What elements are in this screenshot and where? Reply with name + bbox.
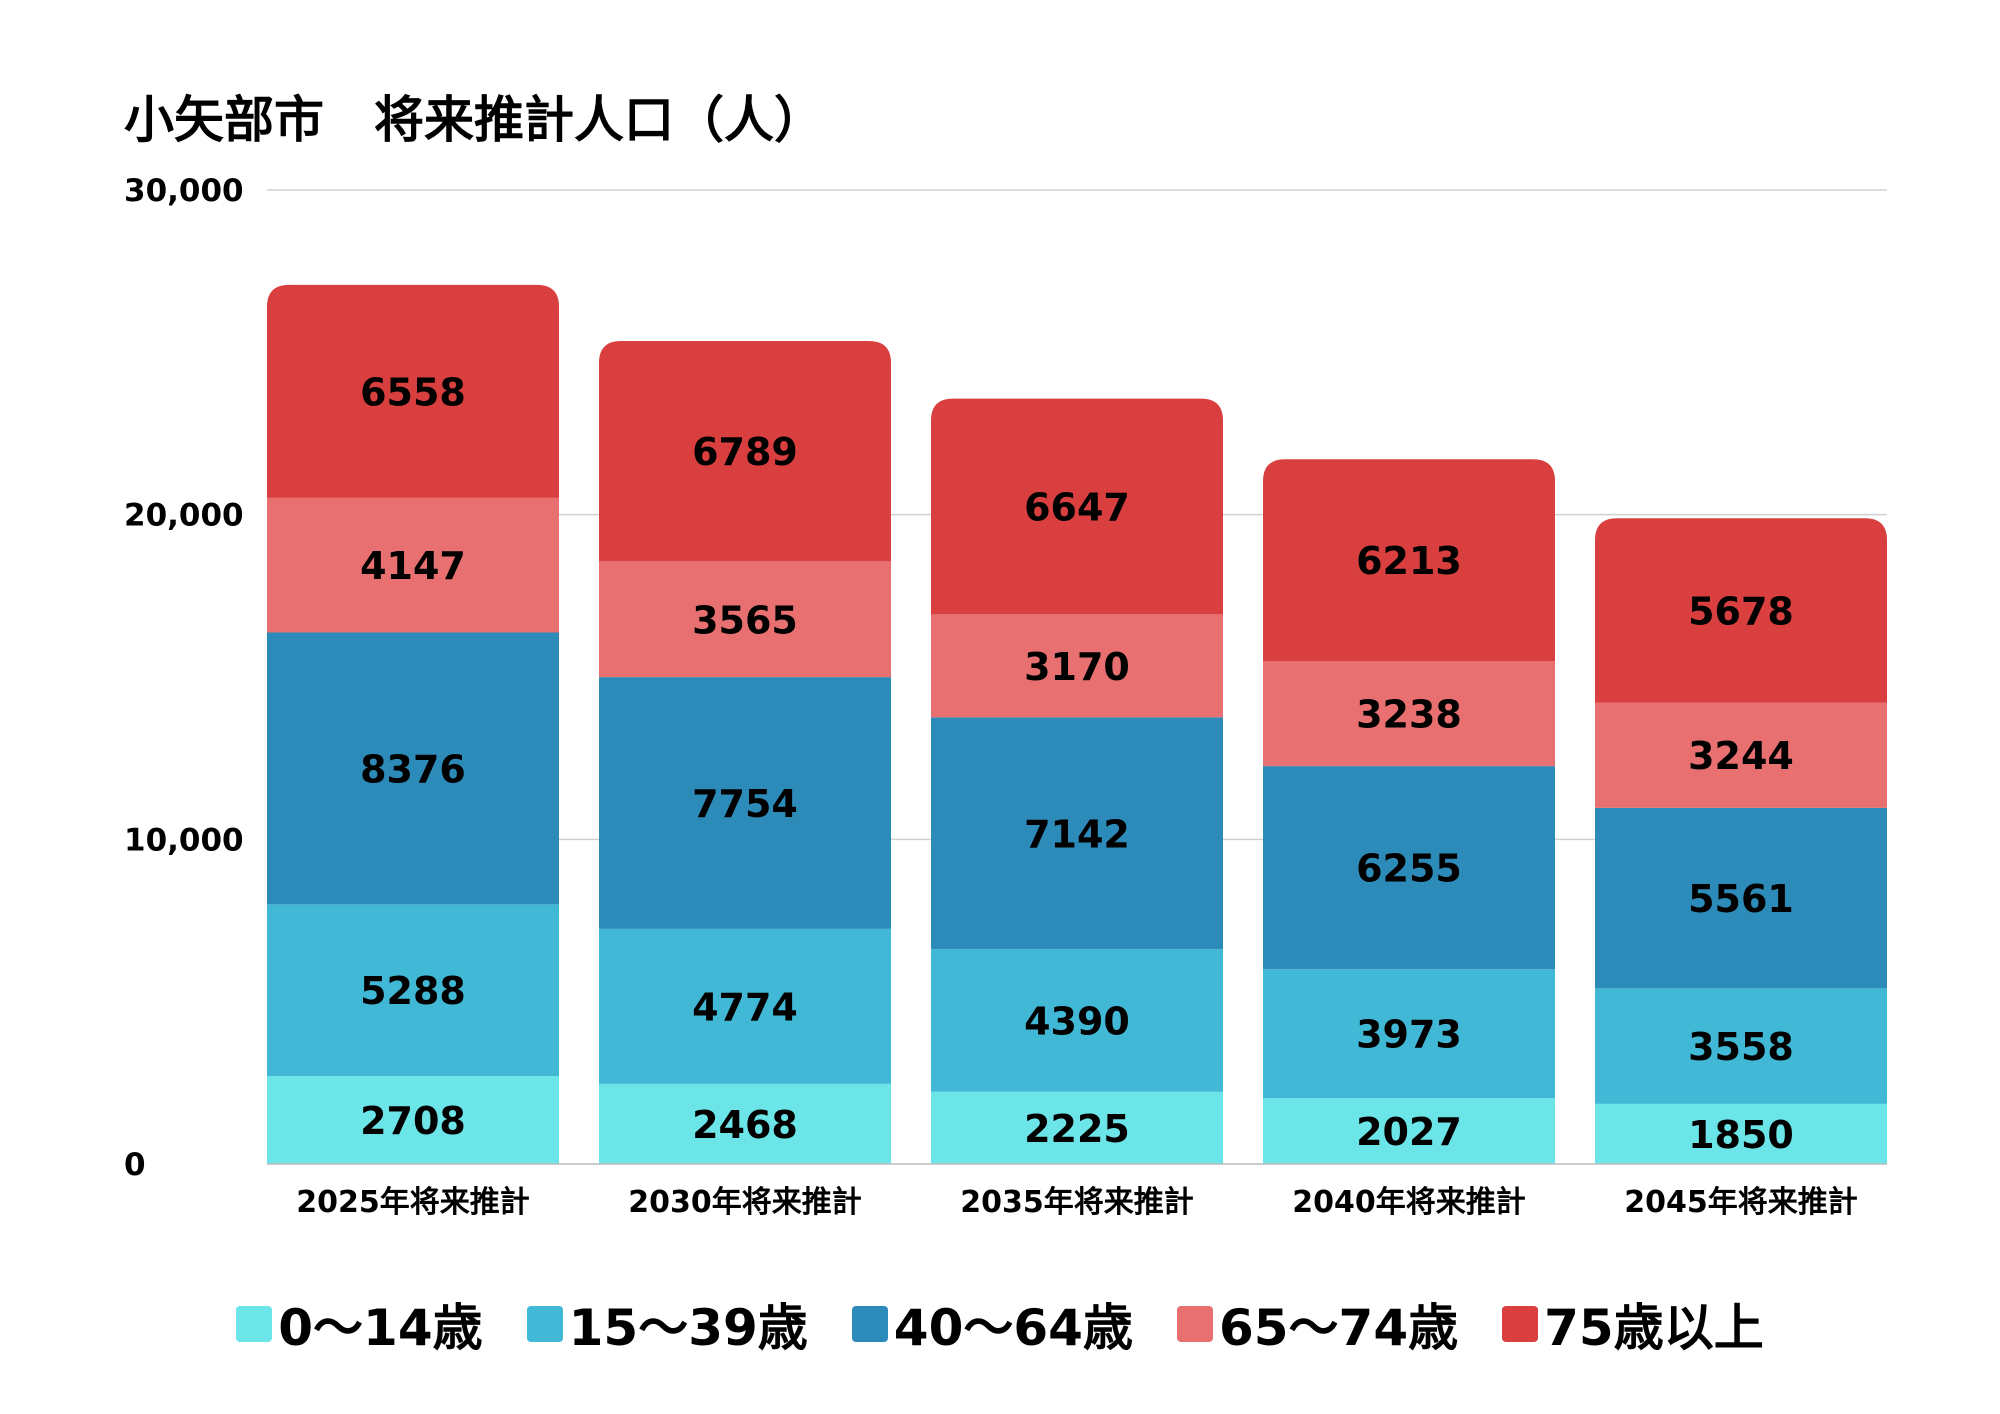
legend-label: 65～74歳	[1218, 1299, 1459, 1357]
data-label: 7142	[1024, 812, 1130, 856]
bar-segment	[599, 928, 891, 1084]
legend-swatch	[851, 1306, 888, 1342]
bar-segment	[1595, 518, 1887, 703]
legend-label: 75歳以上	[1544, 1299, 1764, 1357]
bar-segment	[1595, 702, 1887, 808]
bar-segment	[931, 398, 1223, 615]
legend: 0～14歳 15～39歳 40～64歳 65～74歳 75歳以上	[0, 1288, 2000, 1360]
data-label: 3170	[1024, 645, 1130, 689]
bar-segment	[931, 717, 1223, 950]
data-label: 3244	[1688, 734, 1794, 778]
legend-item: 40～64歳	[851, 1288, 1133, 1360]
legend-item: 15～39歳	[526, 1288, 808, 1360]
data-label: 7754	[692, 782, 798, 826]
legend-label: 0～14歳	[278, 1299, 483, 1357]
bar-segment	[1263, 766, 1555, 970]
bar-segment	[599, 561, 891, 678]
data-label: 8376	[360, 747, 466, 791]
data-label: 5288	[360, 969, 466, 1013]
bar-segment	[931, 949, 1223, 1092]
y-tick-label: 30,000	[124, 173, 244, 209]
data-label: 6789	[692, 430, 798, 474]
bar-segment	[1263, 459, 1555, 661]
bar-segment	[599, 677, 891, 929]
x-tick-label: 2040年将来推計	[1292, 1185, 1526, 1220]
x-tick-label: 2035年将来推計	[960, 1185, 1194, 1220]
data-label: 3973	[1356, 1013, 1462, 1057]
legend-swatch	[1502, 1306, 1539, 1342]
bar-segment	[599, 340, 891, 562]
data-label: 2468	[692, 1103, 798, 1147]
y-tick-label: 20,000	[124, 498, 244, 534]
legend-item: 75歳以上	[1502, 1288, 1764, 1360]
bar-segment	[267, 497, 559, 633]
data-label: 2708	[360, 1099, 466, 1143]
legend-item: 0～14歳	[236, 1288, 483, 1360]
x-tick-label: 2030年将来推計	[628, 1185, 862, 1220]
legend-label: 15～39歳	[568, 1299, 808, 1357]
bar-segment	[1263, 969, 1555, 1099]
bar-segment	[931, 1091, 1223, 1164]
data-label: 6255	[1356, 847, 1462, 891]
x-tick-label: 2045年将来推計	[1624, 1185, 1858, 1220]
data-label: 2225	[1024, 1107, 1130, 1151]
legend-swatch	[1176, 1306, 1213, 1342]
data-label: 2027	[1356, 1110, 1462, 1154]
data-label: 5678	[1688, 589, 1794, 633]
legend-label: 40～64歳	[893, 1299, 1133, 1357]
data-label: 3565	[692, 598, 798, 642]
data-label: 4147	[360, 544, 466, 588]
legend-item: 65～74歳	[1176, 1288, 1459, 1360]
x-tick-label: 2025年将来推計	[296, 1185, 530, 1220]
bar-segment	[1595, 1103, 1887, 1164]
data-label: 4390	[1024, 999, 1130, 1043]
data-label: 6213	[1356, 539, 1462, 583]
bar-segment	[267, 904, 559, 1077]
y-tick-label: 0	[124, 1147, 146, 1183]
data-label: 3558	[1688, 1025, 1794, 1069]
legend-swatch	[236, 1306, 273, 1342]
y-tick-label: 10,000	[124, 822, 244, 858]
bar-segment	[267, 632, 559, 905]
data-label: 1850	[1688, 1113, 1794, 1157]
bar-segment	[1595, 807, 1887, 989]
data-label: 6558	[360, 370, 466, 414]
bar-segment	[599, 1083, 891, 1164]
bar-segment	[267, 1076, 559, 1164]
legend-swatch	[526, 1306, 563, 1342]
data-label: 6647	[1024, 486, 1130, 530]
bar-segment	[267, 284, 559, 498]
bar-segment	[931, 614, 1223, 718]
data-label: 5561	[1688, 877, 1794, 921]
data-label: 4774	[692, 985, 798, 1029]
chart-title: 小矢部市 将来推計人口（人）	[124, 91, 824, 149]
bar-segment	[1595, 988, 1887, 1104]
data-label: 3238	[1356, 693, 1462, 737]
bar-segment	[1263, 1098, 1555, 1164]
bar-segment	[1263, 660, 1555, 767]
